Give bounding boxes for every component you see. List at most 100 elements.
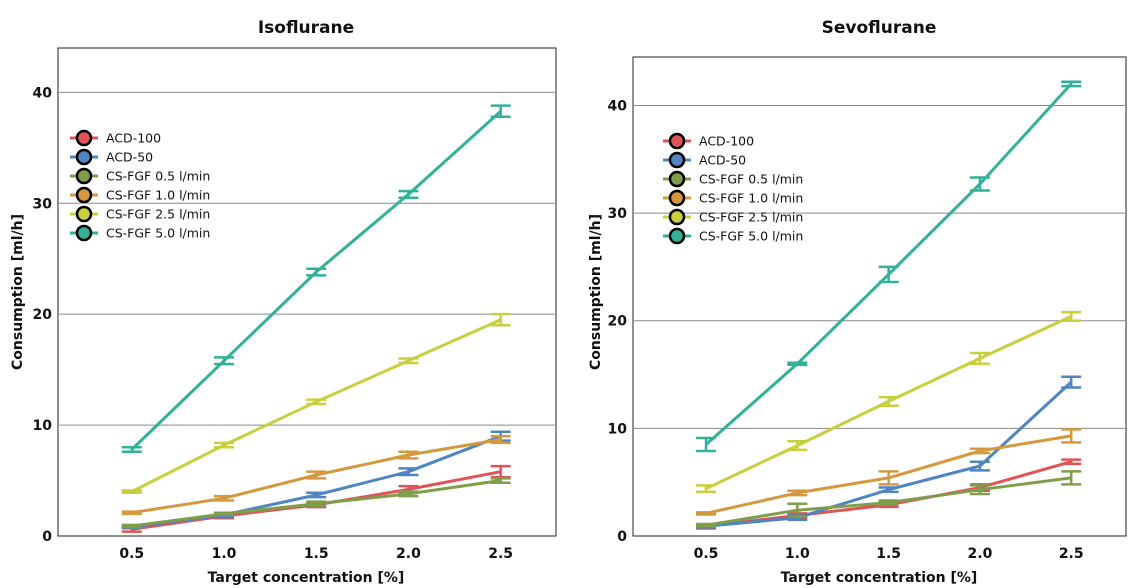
legend-marker: [668, 189, 686, 207]
data-point: [490, 477, 511, 485]
legend-marker: [75, 167, 93, 185]
data-point: [398, 189, 419, 199]
data-point: [121, 446, 142, 453]
data-point: [878, 265, 899, 284]
series-group: [121, 104, 511, 533]
data-point: [121, 523, 142, 529]
data-point: [696, 522, 717, 528]
x-tick-label: 2.0: [396, 546, 421, 562]
legend-marker: [75, 186, 93, 204]
legend-item: CS-FGF 2.5 l/min: [663, 208, 803, 226]
data-point: [969, 460, 990, 472]
data-point: [696, 436, 717, 453]
data-point: [696, 484, 717, 494]
legend-label: CS-FGF 0.5 l/min: [699, 172, 803, 187]
x-axis-label: Target concentration [%]: [208, 570, 405, 586]
data-point: [490, 104, 511, 119]
data-point: [306, 500, 327, 508]
legend-marker: [668, 132, 686, 150]
series-line: [131, 318, 502, 493]
legend-label: CS-FGF 2.5 l/min: [699, 210, 803, 225]
legend-label: CS-FGF 1.0 l/min: [699, 191, 803, 206]
legend-label: CS-FGF 5.0 l/min: [106, 226, 210, 241]
x-tick-label: 1.5: [876, 546, 901, 562]
legend-item: CS-FGF 0.5 l/min: [70, 167, 210, 185]
y-tick-label: 0: [617, 529, 627, 545]
legend-item: CS-FGF 0.5 l/min: [663, 170, 803, 188]
x-tick-label: 0.5: [694, 546, 719, 562]
legend-item: CS-FGF 2.5 l/min: [70, 205, 210, 223]
y-tick-label: 20: [33, 307, 53, 323]
data-point: [306, 491, 327, 499]
legend-marker: [75, 224, 93, 242]
x-tick-label: 0.5: [119, 546, 144, 562]
legend-marker: [75, 148, 93, 166]
x-tick-label: 2.0: [968, 546, 993, 562]
tick-labels: 0 10 20 30 40 0.5 1.0 1.5 2.0 2.5: [608, 98, 1084, 562]
data-point: [1061, 80, 1082, 88]
data-point: [214, 441, 234, 449]
legend-item: CS-FGF 1.0 l/min: [663, 189, 803, 207]
data-point: [121, 510, 142, 516]
data-point: [696, 511, 717, 516]
legend-label: ACD-50: [106, 150, 153, 165]
data-point: [787, 440, 808, 452]
legend-label: CS-FGF 5.0 l/min: [699, 229, 803, 244]
data-point: [306, 470, 327, 480]
plot-frame: [632, 56, 1127, 537]
y-tick-label: 40: [33, 85, 53, 101]
y-tick-label: 30: [33, 196, 53, 212]
y-axis-label: Consumption [ml/h]: [10, 214, 26, 370]
legend-marker: [668, 227, 686, 245]
data-point: [969, 176, 990, 192]
x-tick-label: 1.0: [785, 546, 810, 562]
data-point: [878, 395, 899, 408]
legend-label: ACD-100: [699, 134, 754, 149]
data-point: [1061, 375, 1082, 389]
legend-label: CS-FGF 1.0 l/min: [106, 188, 210, 203]
legend-item: ACD-50: [663, 151, 746, 169]
legend-marker: [75, 129, 93, 147]
y-axis-label: Consumption [ml/h]: [588, 214, 604, 370]
y-tick-label: 20: [608, 314, 628, 330]
legend-item: CS-FGF 5.0 l/min: [663, 227, 803, 245]
data-point: [1061, 458, 1082, 466]
data-point: [490, 434, 511, 445]
tick-labels: 0 10 20 30 40 0.5 1.0 1.5 2.0 2.5: [33, 85, 514, 562]
legend: ACD-100 ACD-50 CS-FGF 0.5 l/min CS-FGF 1.0 …: [70, 129, 210, 242]
legend-marker: [668, 170, 686, 188]
data-point: [878, 470, 899, 486]
data-point: [787, 502, 808, 518]
data-point: [490, 312, 511, 327]
data-point: [969, 484, 990, 496]
legend-marker: [668, 208, 686, 226]
series-line: [705, 82, 1073, 446]
x-tick-label: 1.0: [212, 546, 237, 562]
data-point: [398, 450, 419, 460]
data-point: [969, 351, 990, 366]
plot-frame: [57, 47, 557, 537]
data-point: [121, 489, 142, 494]
data-point: [398, 357, 419, 365]
legend-label: ACD-50: [699, 153, 746, 168]
data-point: [878, 486, 899, 494]
legend-label: CS-FGF 2.5 l/min: [106, 207, 210, 222]
gridlines: [633, 104, 1126, 429]
data-point: [398, 490, 419, 498]
chart-title: Isoflurane: [258, 18, 354, 38]
chart-sevoflurane: Sevoflurane 0 10 20 30 40 0.5 1.0 1.5 2.0 2.5 ACD…: [588, 18, 1127, 586]
data-point: [787, 361, 808, 367]
data-point: [878, 499, 899, 507]
data-point: [1061, 470, 1082, 486]
x-axis-label: Target concentration [%]: [781, 570, 978, 586]
data-point: [1061, 428, 1082, 444]
series-group: [696, 80, 1082, 530]
x-tick-label: 2.5: [488, 546, 513, 562]
data-point: [1061, 310, 1082, 322]
y-tick-label: 30: [608, 206, 628, 222]
legend-marker: [75, 205, 93, 223]
data-point: [214, 356, 234, 366]
data-point: [398, 467, 419, 477]
data-point: [787, 489, 808, 497]
